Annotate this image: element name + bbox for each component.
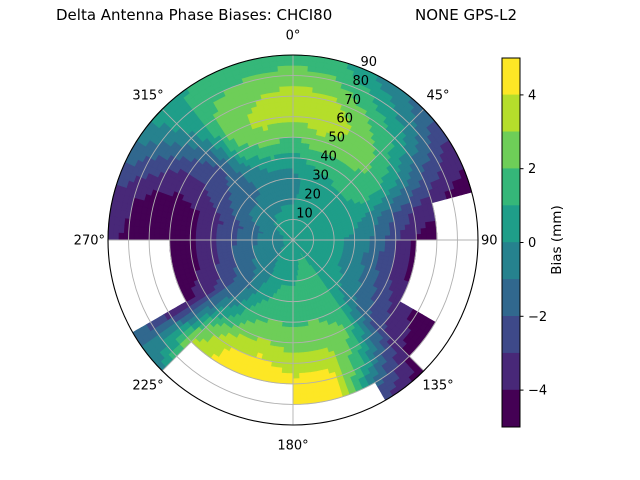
colorbar-band <box>502 352 520 391</box>
colorbar-tick-label: 2 <box>528 162 536 177</box>
figure-title: Delta Antenna Phase Biases: CHCI80 <box>56 6 333 24</box>
azimuth-gridline <box>292 108 425 241</box>
colorbar-band <box>502 168 520 206</box>
radial-label-40: 40 <box>320 150 337 165</box>
colorbar-band <box>502 57 520 96</box>
radial-label-80: 80 <box>353 74 370 89</box>
radial-label-50: 50 <box>328 131 345 146</box>
radial-label-90: 90 <box>361 55 378 70</box>
azimuth-label-270: 270° <box>74 234 105 249</box>
colorbar-band <box>502 316 520 354</box>
azimuth-label-135: 135° <box>422 379 453 394</box>
azimuth-label-180: 180° <box>277 439 308 454</box>
contour-fill <box>107 54 473 405</box>
colorbar: 4 2 0 −2 −4 Bias (mm) <box>501 57 565 428</box>
azimuth-label-315: 315° <box>132 89 163 104</box>
colorbar-label: Bias (mm) <box>549 205 565 274</box>
colorbar-band <box>502 131 520 169</box>
radial-label-70: 70 <box>344 93 361 108</box>
azimuth-label-0: 0° <box>286 29 301 44</box>
azimuth-label-45: 45° <box>426 89 449 104</box>
colorbar-band <box>502 205 520 243</box>
colorbar-tick-label: 4 <box>528 88 536 103</box>
radial-label-20: 20 <box>304 187 321 202</box>
colorbar-band <box>502 94 520 133</box>
radial-label-10: 10 <box>296 206 313 221</box>
colorbar-tick-label: −4 <box>528 384 547 399</box>
azimuth-tick-labels: 0° 45° 90 135° 180° 225° 270° 315° <box>74 29 498 454</box>
radial-label-60: 60 <box>336 112 353 127</box>
azimuth-gridline <box>161 239 294 372</box>
outer-circle <box>107 54 479 426</box>
azimuth-label-225: 225° <box>132 379 163 394</box>
azimuth-gridline <box>292 239 425 372</box>
azimuth-gridline <box>161 108 294 241</box>
colorbar-tick-label: −2 <box>528 310 547 325</box>
radial-tick-labels: 10 20 30 40 50 60 70 80 90 <box>296 55 377 221</box>
radial-label-30: 30 <box>312 169 329 184</box>
colorbar-band <box>502 279 520 317</box>
azimuth-label-90: 90 <box>481 234 498 249</box>
polar-grid <box>108 55 478 425</box>
colorbar-band <box>502 389 520 428</box>
figure-subtitle: NONE GPS-L2 <box>415 6 517 24</box>
colorbar-tick-label: 0 <box>528 236 536 251</box>
colorbar-band <box>502 242 520 280</box>
